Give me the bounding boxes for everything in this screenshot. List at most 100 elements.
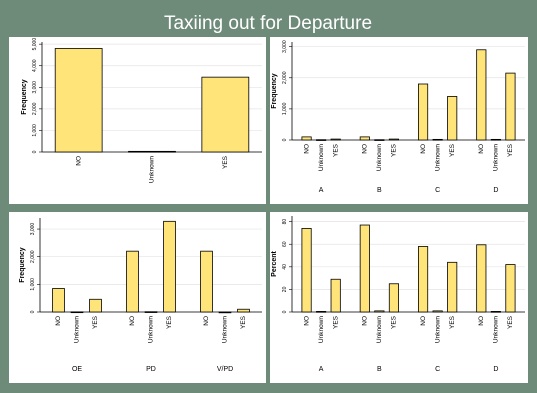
bar — [418, 83, 429, 141]
bar — [52, 288, 65, 313]
bar — [505, 264, 516, 313]
x-tick-label: Unknown — [149, 156, 156, 183]
bar — [359, 224, 370, 313]
group-label: B — [377, 366, 382, 373]
x-tick-label: YES — [92, 315, 99, 329]
bar — [476, 49, 487, 141]
y-axis-label: Frequency — [271, 73, 278, 109]
x-tick-label: YES — [507, 315, 514, 329]
y-tick-label: 0 — [32, 150, 38, 153]
bar — [490, 311, 501, 313]
x-tick-label: NO — [203, 316, 210, 326]
x-tick-label: NO — [420, 144, 427, 154]
y-tick-label: 3,000 — [30, 223, 36, 236]
x-tick-label: Unknown — [493, 144, 500, 171]
page-title: Taxiing out for Departure — [164, 13, 372, 34]
group-label: A — [319, 366, 324, 373]
bar — [301, 136, 312, 141]
group-label: V/PD — [217, 366, 233, 373]
group-label: A — [319, 187, 324, 194]
group-label: D — [493, 187, 498, 194]
x-tick-label: YES — [332, 315, 339, 329]
bar — [200, 250, 213, 313]
x-tick-label: Unknown — [434, 316, 441, 343]
group-label: B — [377, 187, 382, 194]
bar — [201, 76, 250, 153]
x-tick-label: Unknown — [318, 316, 325, 343]
y-tick-label: 4,000 — [32, 59, 38, 72]
x-tick-label: Unknown — [434, 144, 441, 171]
bar — [505, 72, 516, 141]
y-tick-label: 0 — [282, 310, 288, 313]
x-tick-label: NO — [420, 316, 427, 326]
x-tick-label: NO — [362, 144, 369, 154]
bar — [128, 150, 176, 153]
y-tick-label: 3,000 — [32, 81, 38, 94]
y-axis-label: Frequency — [21, 79, 28, 115]
bar — [374, 310, 385, 313]
x-tick-label: YES — [240, 315, 247, 329]
bar — [330, 138, 341, 141]
y-axis-label: Percent — [271, 250, 278, 276]
y-axis-label: Frequency — [19, 247, 26, 283]
bar — [447, 261, 458, 313]
x-tick-label: YES — [391, 315, 398, 329]
y-tick-label: 0 — [282, 138, 288, 141]
y-tick-label: 20 — [282, 286, 288, 292]
group-label: C — [435, 366, 440, 373]
bar — [432, 138, 443, 141]
y-tick-label: 0 — [30, 310, 36, 313]
y-tick-label: 1,000 — [282, 102, 288, 115]
x-tick-label: Unknown — [318, 144, 325, 171]
y-tick-label: 1,000 — [30, 278, 36, 291]
bar — [330, 278, 341, 313]
panel — [270, 37, 528, 204]
bar — [70, 311, 84, 314]
bar — [54, 48, 103, 153]
group-label: PD — [146, 366, 156, 373]
y-tick-label: 3,000 — [282, 40, 288, 53]
x-tick-label: YES — [391, 143, 398, 157]
x-tick-label: Unknown — [148, 316, 155, 343]
bar — [388, 138, 399, 141]
bar — [418, 246, 429, 313]
bar — [476, 244, 487, 313]
x-tick-label: NO — [129, 316, 136, 326]
bar — [374, 139, 385, 141]
y-tick-label: 40 — [282, 264, 288, 270]
bar — [301, 228, 312, 313]
group-label: OE — [72, 366, 82, 373]
x-tick-label: YES — [449, 143, 456, 157]
x-tick-label: Unknown — [376, 316, 383, 343]
x-tick-label: YES — [449, 315, 456, 329]
x-tick-label: NO — [362, 316, 369, 326]
y-tick-label: 2,000 — [282, 71, 288, 84]
bar — [144, 311, 158, 313]
bar — [163, 220, 176, 313]
bar — [89, 298, 102, 313]
bar — [237, 308, 250, 313]
group-label: C — [435, 187, 440, 194]
bar — [218, 311, 232, 314]
x-tick-label: Unknown — [493, 316, 500, 343]
bar — [490, 138, 501, 141]
group-label: D — [493, 366, 498, 373]
y-tick-label: 80 — [282, 219, 288, 225]
x-tick-label: NO — [75, 156, 82, 166]
y-tick-label: 5,000 — [32, 38, 38, 51]
bar — [432, 310, 443, 313]
x-tick-label: NO — [303, 316, 310, 326]
bar — [316, 139, 327, 141]
y-tick-label: 2,000 — [32, 102, 38, 115]
x-tick-label: NO — [478, 316, 485, 326]
x-tick-label: NO — [55, 316, 62, 326]
x-tick-label: YES — [222, 155, 229, 169]
x-tick-label: Unknown — [376, 144, 383, 171]
x-tick-label: NO — [478, 144, 485, 154]
y-tick-label: 1,000 — [32, 124, 38, 137]
bar — [316, 311, 327, 313]
y-tick-label: 2,000 — [30, 250, 36, 263]
x-tick-label: YES — [332, 143, 339, 157]
x-tick-label: YES — [507, 143, 514, 157]
